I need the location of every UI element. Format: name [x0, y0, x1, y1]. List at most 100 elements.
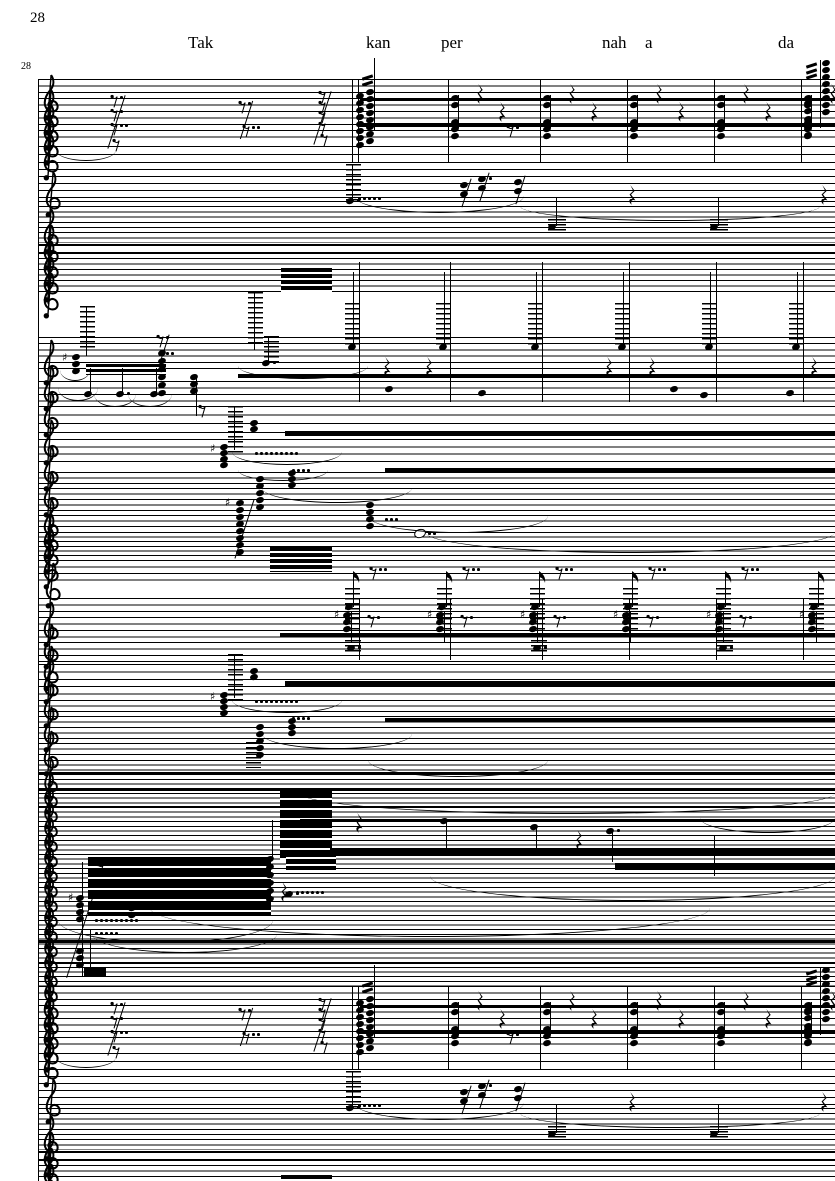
- augmentation-dot: [120, 1003, 123, 1006]
- barline: [714, 79, 716, 163]
- note-stem: [82, 862, 84, 898]
- barline: [714, 986, 716, 1070]
- sharp-accidental: ♯: [706, 608, 712, 621]
- beam: [360, 99, 835, 101]
- augmentation-dot: [120, 96, 123, 99]
- augmentation-dot: [248, 102, 251, 105]
- augmentation-dot: [252, 126, 255, 129]
- augmentation-dot: [516, 1033, 519, 1036]
- eighth-rest-icon: [320, 1040, 328, 1054]
- quarter-rest-icon: [677, 1009, 686, 1031]
- sharp-accidental: ♯: [210, 442, 216, 455]
- note-stem: [724, 1002, 726, 1035]
- note-stem: [537, 612, 539, 642]
- staccato-dot: [306, 891, 309, 894]
- lyric-syllable: nah: [602, 33, 627, 52]
- quarter-rest-icon: [425, 357, 434, 379]
- note-stem: [352, 164, 354, 200]
- augmentation-dot: [565, 568, 568, 571]
- staff-lines: [38, 79, 835, 143]
- augmentation-dot: [120, 1031, 123, 1034]
- note-stem: [797, 272, 799, 346]
- augmentation-dot: [166, 336, 169, 339]
- staccato-dot: [302, 717, 305, 720]
- augmentation-dot: [248, 1009, 251, 1012]
- augmentation-dot: [257, 126, 260, 129]
- staccato-dot: [297, 717, 300, 720]
- eighth-flag-icon: [725, 571, 733, 585]
- augmentation-dot: [751, 568, 754, 571]
- eighth-rest-icon: [646, 614, 654, 628]
- staccato-dot: [321, 891, 324, 894]
- eighth-rest-icon: [110, 1001, 118, 1015]
- sharp-accidental: ♯: [334, 608, 340, 621]
- augmentation-dot: [663, 568, 666, 571]
- eighth-flag-icon: [446, 571, 454, 585]
- sharp-accidental: ♯: [68, 891, 74, 904]
- eighth-rest-icon: [156, 334, 164, 348]
- staff-lines: [38, 381, 835, 402]
- quarter-rest-icon: [476, 84, 485, 106]
- page-number: 28: [30, 10, 45, 26]
- barline: [352, 79, 354, 163]
- note-stem: [196, 378, 198, 416]
- augmentation-dot: [470, 616, 473, 619]
- note-stem: [623, 272, 625, 346]
- augmentation-dot: [384, 568, 387, 571]
- note-stem: [446, 820, 448, 848]
- beam: [281, 1175, 332, 1181]
- note-stem: [714, 836, 716, 876]
- lyric-syllable: da: [778, 33, 795, 52]
- note-stem: [374, 965, 376, 1037]
- quarter-rest-icon: [655, 84, 664, 106]
- quarter-rest-icon: [742, 84, 751, 106]
- beam: [38, 244, 835, 246]
- quarter-rest-icon: [655, 991, 664, 1013]
- note-stem: [254, 292, 256, 350]
- slur: [128, 394, 172, 407]
- eighth-rest-icon: [238, 100, 246, 114]
- beam: [330, 848, 835, 856]
- augmentation-dot: [379, 568, 382, 571]
- note-stem: [156, 368, 158, 394]
- slur: [425, 532, 835, 553]
- barline: [801, 79, 803, 163]
- quarter-rest-icon: [628, 1092, 637, 1114]
- barline: [448, 79, 450, 163]
- staff-lines: [38, 406, 835, 428]
- staff-lines: [38, 432, 835, 468]
- note-stem: [234, 654, 236, 698]
- slur: [58, 388, 98, 401]
- augmentation-dot: [617, 829, 620, 832]
- staff-lines: [38, 700, 835, 758]
- treble-clef-icon: [40, 966, 59, 1012]
- staff-lines: [38, 1165, 835, 1181]
- slur: [520, 206, 820, 221]
- ledger-lines: [228, 654, 243, 702]
- quarter-rest-icon: [568, 991, 577, 1013]
- note-stem: [816, 612, 818, 642]
- quarter-rest-icon: [383, 357, 392, 379]
- note-stem: [458, 95, 460, 128]
- slur: [56, 1057, 116, 1068]
- quarter-rest-icon: [764, 102, 773, 124]
- augmentation-dot: [658, 568, 661, 571]
- eighth-rest-icon: [506, 1031, 514, 1045]
- note-stem: [724, 95, 726, 128]
- staccato-dot: [316, 891, 319, 894]
- eighth-rest-icon: [506, 124, 514, 138]
- beam: [615, 863, 835, 870]
- augmentation-dot: [120, 110, 123, 113]
- note-stem: [811, 1002, 813, 1035]
- augmentation-dot: [451, 819, 454, 822]
- note-stem: [811, 95, 813, 128]
- sharp-accidental: ♯: [225, 496, 231, 509]
- eighth-flag-icon: [353, 571, 361, 585]
- slur: [520, 1113, 820, 1128]
- staff-lines: [38, 986, 835, 1050]
- beam: [360, 123, 835, 127]
- slur: [300, 793, 835, 814]
- note-stem: [444, 272, 446, 346]
- ledger-lines: [264, 336, 279, 362]
